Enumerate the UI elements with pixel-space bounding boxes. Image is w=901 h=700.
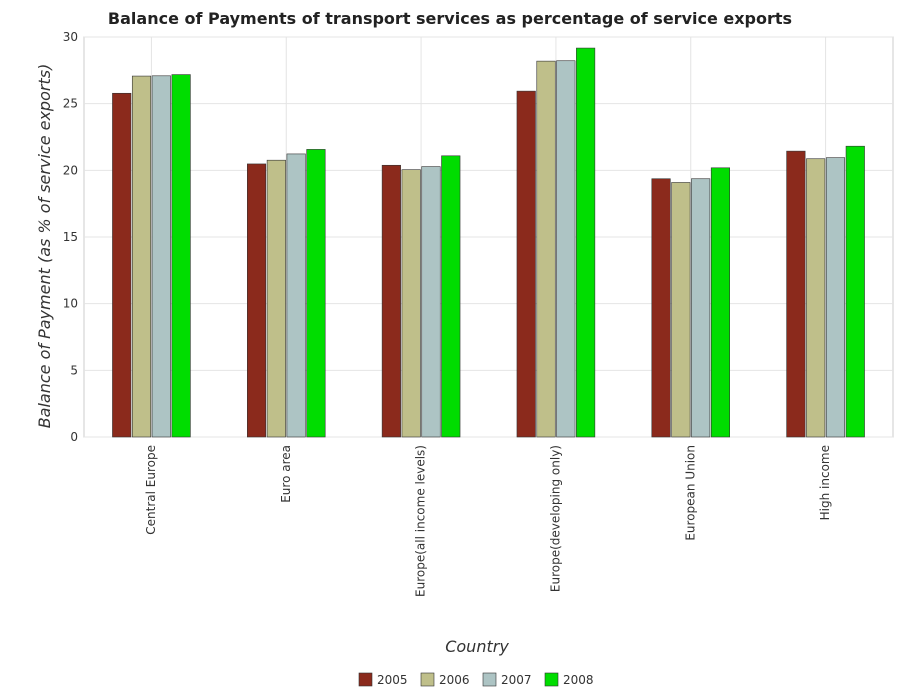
y-tick-label: 25	[63, 97, 78, 111]
legend-swatch	[544, 672, 559, 687]
x-tick-label: Euro area	[279, 445, 293, 503]
y-tick-label: 10	[63, 297, 78, 311]
legend-swatch	[482, 672, 497, 687]
bar-2005	[786, 150, 806, 438]
y-axis-ticks: 0 5 10 15 20 25 30	[63, 30, 78, 444]
bar-2007	[286, 153, 306, 438]
legend-swatch	[358, 672, 373, 687]
x-axis-ticks: Central Europe Euro area Europe(all income…	[144, 445, 832, 597]
bar-2005	[651, 178, 671, 438]
bar-2007	[825, 157, 846, 438]
bar-2008	[710, 167, 731, 438]
bar-2005	[381, 164, 401, 438]
bar-2005	[516, 90, 536, 438]
y-tick-label: 20	[63, 163, 78, 177]
x-tick-label: Europe(all income levels)	[414, 445, 428, 597]
y-tick-label: 15	[63, 230, 78, 244]
bars	[112, 47, 865, 438]
bar-2006	[131, 75, 152, 438]
bar-2008	[845, 145, 865, 438]
bar-2006	[671, 182, 691, 438]
grid-lines	[84, 36, 893, 438]
bar-2008	[441, 155, 461, 438]
y-tick-label: 0	[70, 430, 78, 444]
x-tick-label: Central Europe	[144, 445, 158, 535]
bar-2008	[171, 74, 191, 438]
bar-2007	[556, 60, 576, 438]
chart-title: Balance of Payments of transport service…	[108, 9, 792, 28]
y-tick-label: 30	[63, 30, 78, 44]
legend-swatch	[420, 672, 435, 687]
bar-2007	[151, 75, 171, 438]
y-tick-label: 5	[70, 363, 78, 377]
bar-2008	[306, 149, 326, 438]
x-tick-label: High income	[818, 445, 832, 520]
bar-2005	[247, 163, 267, 438]
bar-2006	[536, 60, 556, 438]
bar-2006	[806, 158, 826, 438]
legend: 2005 2006 2007 2008	[358, 672, 594, 687]
legend-label: 2008	[563, 673, 594, 687]
bar-2006	[401, 169, 421, 438]
y-axis-label: Balance of Payment (as % of service expo…	[35, 64, 54, 429]
legend-label: 2005	[377, 673, 408, 687]
x-tick-label: Europe(developing only)	[548, 445, 562, 592]
legend-label: 2006	[439, 673, 470, 687]
bar-2007	[691, 178, 711, 438]
bar-2005	[112, 92, 132, 438]
bar-2007	[421, 166, 441, 438]
x-tick-label: European Union	[683, 445, 697, 541]
bar-2006	[266, 159, 286, 438]
x-axis-label: Country	[445, 637, 509, 656]
legend-label: 2007	[501, 673, 532, 687]
bar-2008	[576, 47, 596, 438]
